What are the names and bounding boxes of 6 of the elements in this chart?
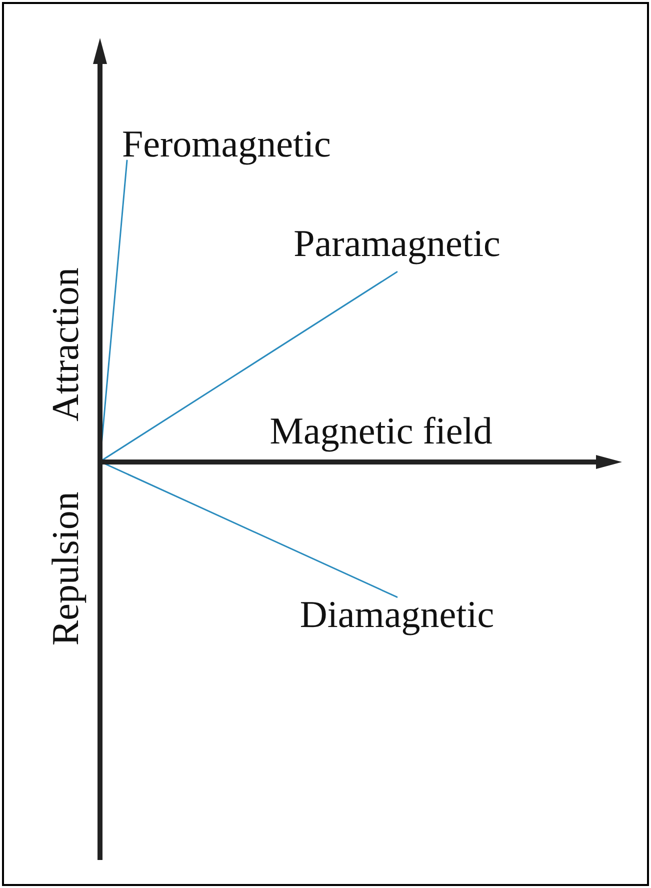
- annotation: Repulsion: [45, 492, 87, 646]
- series-label: Paramagnetic: [294, 222, 500, 265]
- series-label: Diamagnetic: [300, 594, 494, 636]
- series-label: Feromagnetic: [122, 123, 331, 166]
- x-axis-title: Magnetic field: [270, 410, 492, 453]
- annotation: Attraction: [45, 268, 87, 422]
